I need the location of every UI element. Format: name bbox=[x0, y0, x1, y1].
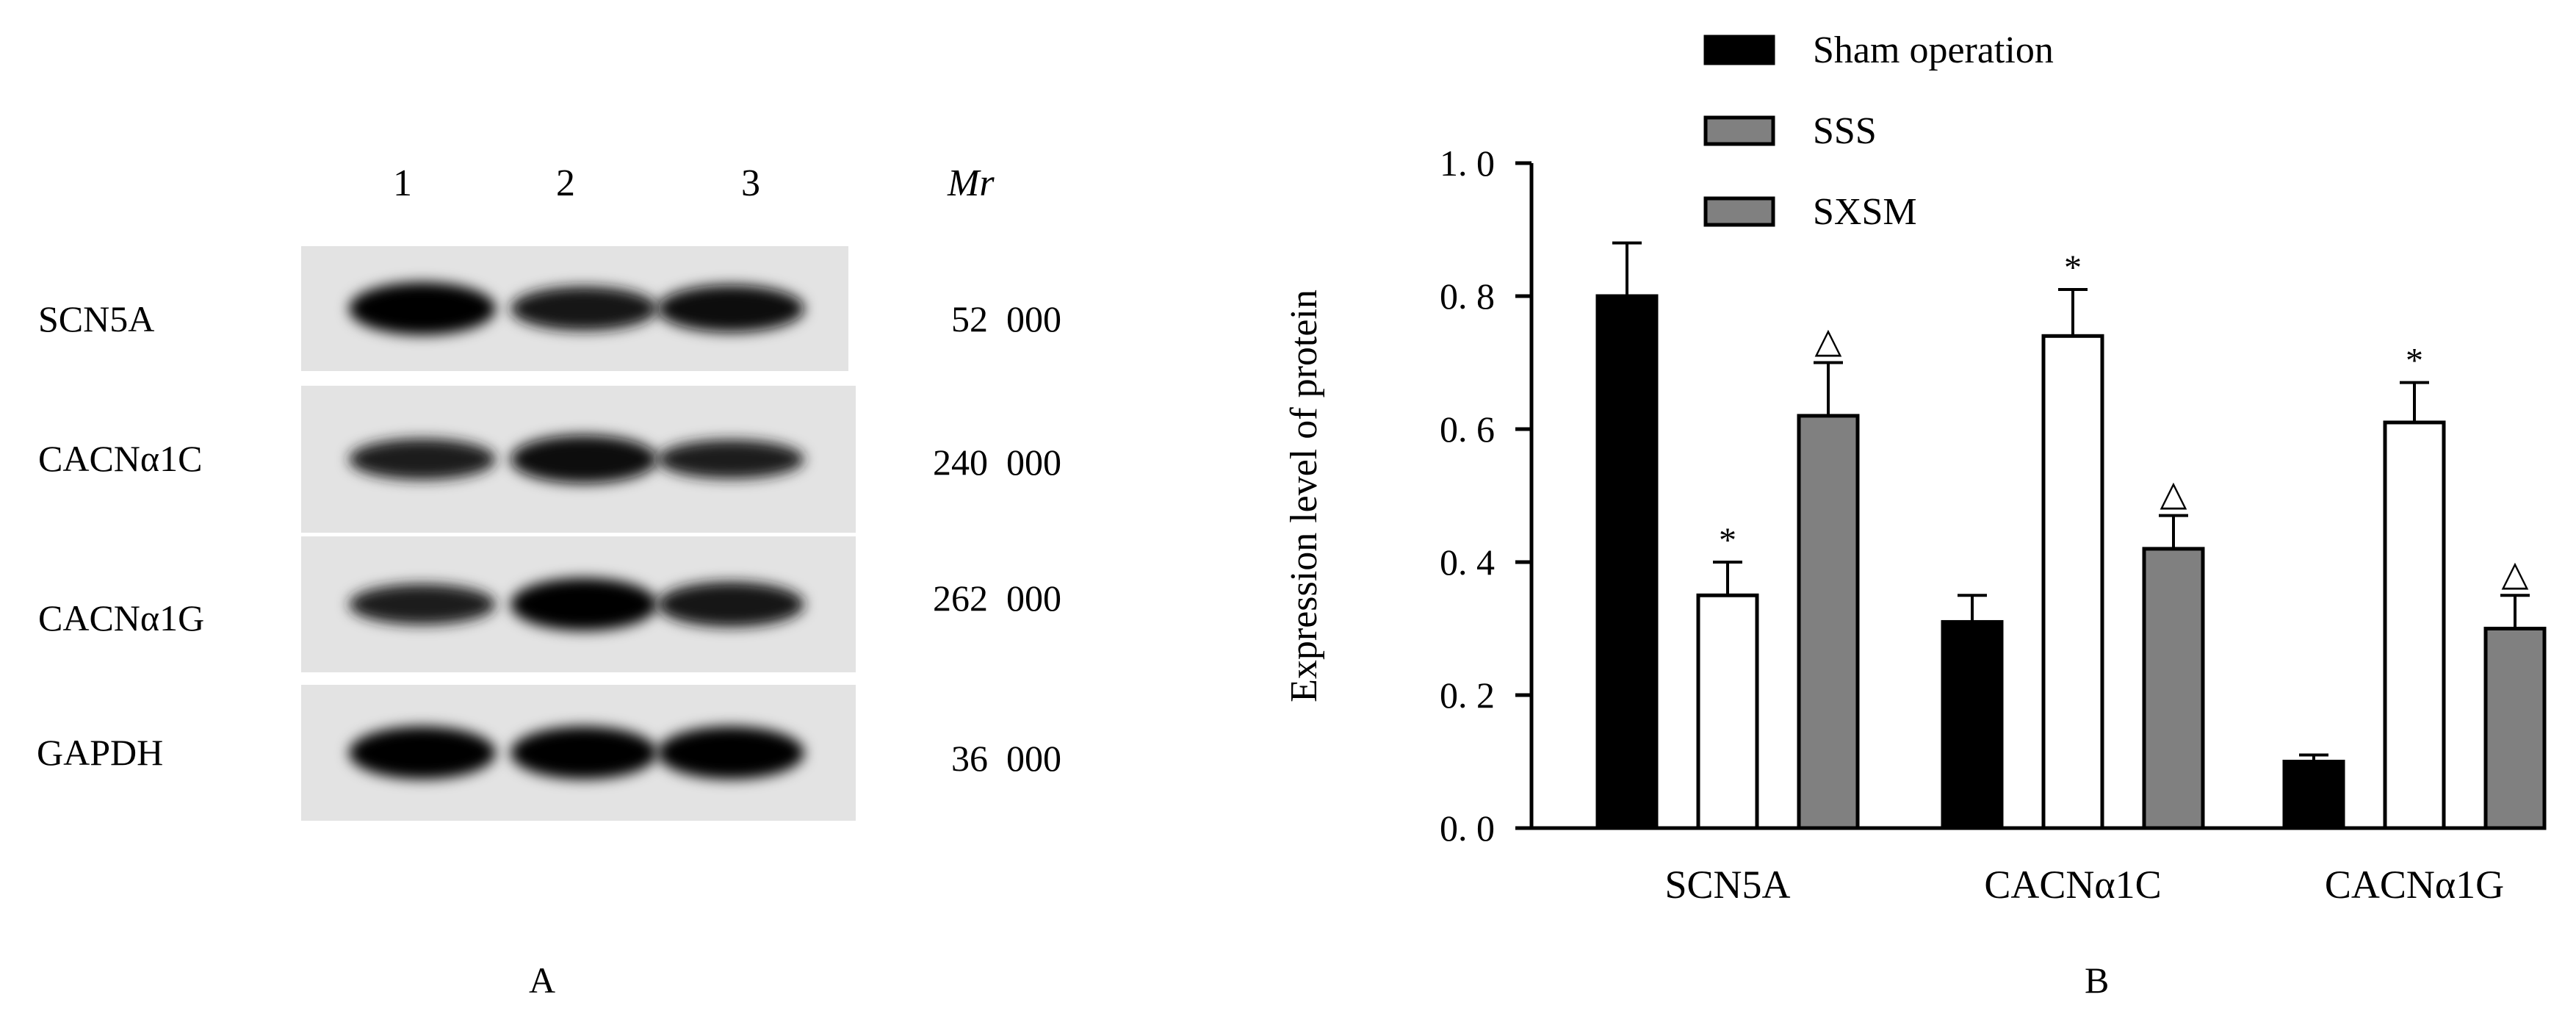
blot-band bbox=[657, 284, 804, 333]
panel-letter-b: B bbox=[2085, 960, 2110, 1001]
blot-strip-gapdh bbox=[301, 685, 856, 821]
blot-band bbox=[657, 439, 804, 479]
bar bbox=[2383, 420, 2446, 830]
legend-label: Sham operation bbox=[1813, 29, 2054, 71]
blot-band bbox=[349, 438, 496, 481]
bar bbox=[1797, 414, 1860, 830]
mw-label-scn5a: 52 000 bbox=[951, 298, 1061, 339]
mw-label-cacna1c: 240 000 bbox=[933, 442, 1061, 483]
blot-band bbox=[510, 286, 657, 331]
blot-band bbox=[349, 726, 496, 780]
significance-mark: * bbox=[1719, 521, 1736, 560]
lane-label-3: 3 bbox=[741, 162, 760, 204]
significance-mark: * bbox=[2064, 248, 2082, 287]
bar bbox=[2142, 547, 2205, 830]
blot-band bbox=[510, 435, 657, 483]
mw-label-gapdh: 36 000 bbox=[951, 738, 1061, 779]
blot-band bbox=[657, 581, 804, 627]
bar bbox=[2282, 760, 2345, 830]
legend-swatch bbox=[1703, 35, 1775, 65]
blot-band bbox=[510, 578, 657, 631]
legend-swatch bbox=[1703, 196, 1775, 227]
x-tick-label: CACNα1G bbox=[2325, 863, 2504, 907]
protein-label-scn5a: SCN5A bbox=[38, 298, 155, 339]
significance-mark: * bbox=[2406, 342, 2423, 381]
blot-band bbox=[349, 583, 496, 625]
y-tick-label: 0. 4 bbox=[1440, 542, 1495, 583]
significance-mark: △ bbox=[1815, 322, 1842, 361]
y-tick-label: 0. 2 bbox=[1440, 675, 1495, 716]
y-tick-label: 0. 8 bbox=[1440, 276, 1495, 317]
blot-strip-scn5a bbox=[301, 246, 848, 371]
y-tick-label: 0. 6 bbox=[1440, 409, 1495, 450]
legend-label: SSS bbox=[1813, 110, 1877, 152]
y-tick-label: 1. 0 bbox=[1440, 143, 1495, 184]
mw-label-cacna1g: 262 000 bbox=[933, 578, 1061, 619]
blot-strip-cacna1g bbox=[301, 536, 856, 672]
bars: * △ SCN5A * △ CACNα1C * △ CACNα1G bbox=[1595, 241, 2547, 907]
blot-band bbox=[510, 726, 657, 780]
y-axis-label: Expression level of protein bbox=[1283, 289, 1325, 702]
bar bbox=[2483, 627, 2547, 830]
mr-header: Mr bbox=[948, 162, 995, 204]
panel-letter-a: A bbox=[529, 960, 556, 1001]
x-tick-label: SCN5A bbox=[1664, 863, 1790, 907]
protein-label-cacna1c: CACNα1C bbox=[38, 438, 203, 479]
legend-swatch bbox=[1703, 115, 1775, 146]
blot-band bbox=[349, 282, 496, 335]
bar bbox=[1941, 619, 2004, 830]
blot-strip-cacna1c bbox=[301, 386, 856, 533]
bar bbox=[1696, 593, 1759, 830]
protein-label-cacna1g: CACNα1G bbox=[38, 597, 205, 639]
blot-band bbox=[657, 726, 804, 780]
protein-label-gapdh: GAPDH bbox=[37, 732, 164, 773]
lane-label-1: 1 bbox=[393, 162, 412, 204]
y-tick-label: 0. 0 bbox=[1440, 808, 1495, 849]
legend: Sham operation SSS SXSM bbox=[1703, 29, 2054, 233]
bar bbox=[1595, 294, 1659, 830]
legend-label: SXSM bbox=[1813, 191, 1917, 233]
x-tick-label: CACNα1C bbox=[1984, 863, 2161, 907]
significance-mark: △ bbox=[2160, 475, 2187, 514]
significance-mark: △ bbox=[2502, 554, 2529, 593]
lane-label-2: 2 bbox=[556, 162, 575, 204]
bar bbox=[2041, 334, 2104, 830]
